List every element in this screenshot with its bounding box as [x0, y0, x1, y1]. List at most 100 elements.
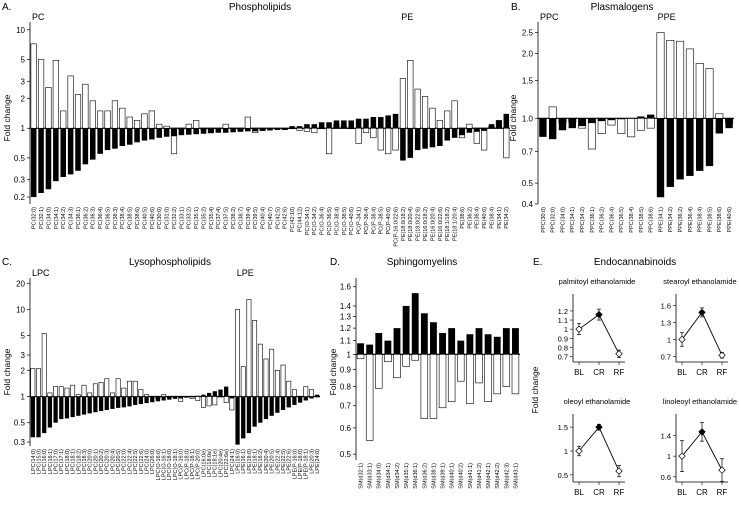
panel-a-category-label: PC(33:2): [187, 207, 193, 229]
panel-b-category-label: PPC(34:1): [570, 207, 576, 233]
panel-c-category-label: LPC(22:4): [127, 449, 133, 474]
panel-c-group-label: LPE: [237, 268, 254, 278]
panel-a-bar-black: [481, 128, 487, 131]
panel-a-bar-black: [193, 128, 199, 135]
panel-c-bar-black: [167, 396, 172, 400]
panel-a-bar-black: [112, 128, 118, 149]
panel-a-bar-black: [252, 128, 258, 132]
panel-e-series-line: [578, 313, 620, 354]
panel-a-ytick-label: 5: [21, 55, 26, 64]
panel-a-bar-black: [82, 128, 89, 165]
panel-c-category-label: LPC(24:1): [230, 449, 236, 474]
panel-a-bar-black: [215, 128, 222, 133]
panel-a-bar-black: [90, 128, 96, 160]
panel-d-bar-white: [393, 354, 401, 379]
panel-a-category-label: PC(40:5): [142, 207, 148, 229]
panel-a-bar-black: [97, 128, 103, 154]
panel-b-bar-black: [588, 118, 596, 124]
panel-a-bar-black: [355, 118, 362, 129]
panel-a-bar-black: [422, 128, 428, 149]
panel-a-bar-black: [370, 117, 377, 129]
panel-a-bar-white: [82, 83, 89, 129]
panel-c-bar-black: [150, 396, 155, 403]
panel-c-bar-white: [41, 333, 47, 397]
panel-c-ytick-label: 2: [21, 366, 26, 375]
panel-a-category-label: PE(38:6): [460, 207, 466, 229]
panel-a-bar-white: [156, 123, 163, 129]
panel-a-bar-white: [119, 107, 126, 129]
panel-a-bar-black: [407, 128, 414, 158]
panel-c-category-label: LPC(20:2): [99, 449, 105, 474]
panel-e-xtick-label: RF: [614, 368, 625, 377]
panel-e-ytick-label: 1.4: [661, 432, 671, 441]
panel-a-category-label: PC(P-34:1): [357, 207, 363, 235]
panel-a-bar-white: [436, 120, 443, 129]
panel-c-category-label: LPE(16:1): [241, 449, 247, 474]
panel-c-bar-white: [70, 384, 76, 397]
panel-d-bar-black: [466, 334, 474, 355]
panel-c-bar-black: [218, 389, 223, 397]
panel-c-bar-white: [218, 396, 223, 398]
panel-b-bar-black: [725, 118, 733, 129]
panel-a-bar-white: [466, 123, 473, 129]
panel-a-ytick-label: 3: [21, 77, 26, 86]
panel-c-bar-black: [53, 396, 58, 423]
panel-a-bar-black: [208, 128, 214, 134]
panel-b-category-label: PPC(38:6): [649, 207, 655, 233]
panel-a-bar-black: [75, 128, 81, 171]
panel-d-category-label: SM(d43:1): [513, 463, 519, 489]
panel-b-bar-white: [685, 48, 694, 119]
panel-a-category-label: PC(30:0): [157, 207, 163, 229]
panel-a-bar-black: [230, 128, 236, 133]
panel-c-bar-white: [309, 389, 314, 397]
panel-e-ytick-label: 1: [667, 335, 671, 344]
panel-c-category-label: LPC(O-16:1): [162, 449, 168, 480]
panel-a-bar-white: [222, 123, 229, 129]
panel-b-category-label: PPC(38:5): [639, 207, 645, 233]
panel-a-category-label: PE(16:0/20:4): [430, 207, 436, 241]
panel-b-category-label: PPE(34:1): [658, 207, 664, 233]
panel-b-bar-white: [676, 40, 685, 119]
panel-a-bar-black: [488, 124, 495, 129]
panel-e-xtick-label: CR: [696, 368, 708, 377]
panel-d-bar-black: [512, 328, 519, 355]
panel-c-category-label: LPC(14:0): [31, 449, 37, 474]
panel-c-category-label: LPC(18:1e): [213, 449, 219, 477]
panel-b-bar-white: [695, 63, 704, 119]
panel-a-bar-white: [326, 127, 333, 155]
panel-d-bar-black: [402, 305, 410, 355]
panel-c-bar-white: [246, 299, 252, 397]
panel-b-bar-black: [676, 118, 684, 180]
panel-a-bar-white: [414, 88, 421, 129]
panel-d-bar-black: [439, 333, 446, 355]
panel-c-category-label: LPE(16:0): [235, 449, 241, 474]
panel-c-bar-black: [47, 396, 53, 428]
panel-a-bar-black: [126, 128, 133, 145]
panel-c-category-label: LPC(26:0): [150, 449, 156, 474]
panel-b-bar-white: [656, 32, 665, 119]
panel-c-category-label: LPC(22:5): [133, 449, 139, 474]
panel-a-category-label: PC(35:2): [201, 207, 207, 229]
panel-a-category-label: PC(34:3): [69, 207, 75, 229]
panel-c-bar-white: [291, 389, 297, 397]
panel-e-xtick-label: CR: [593, 488, 605, 497]
panel-d-category-label: SM(d39:1): [440, 463, 446, 489]
panel-c-bar-black: [224, 386, 229, 397]
panel-d-bar-white: [429, 354, 438, 419]
panel-c-category-label: LPC(P-20:0): [196, 449, 202, 480]
panel-a-bar-black: [186, 128, 192, 135]
panel-a-ytick-label: 10: [16, 26, 25, 35]
panel-a-bar-black: [451, 128, 458, 138]
panel-b-bar-black: [549, 118, 557, 140]
panel-a-category-label: PC(P-38:5): [379, 207, 385, 235]
panel-c-bar-black: [127, 396, 132, 407]
panel-c-category-label: LPC(22:0): [122, 449, 128, 474]
panel-a-bar-white: [52, 59, 59, 129]
panel-d-bar-black: [420, 313, 428, 355]
panel-a-category-label: PC(P-16:0/22:6): [393, 207, 399, 247]
panel-a-bar-black: [222, 128, 229, 133]
panel-a-group-label: PC: [32, 12, 45, 22]
panel-c-bar-white: [212, 396, 218, 406]
